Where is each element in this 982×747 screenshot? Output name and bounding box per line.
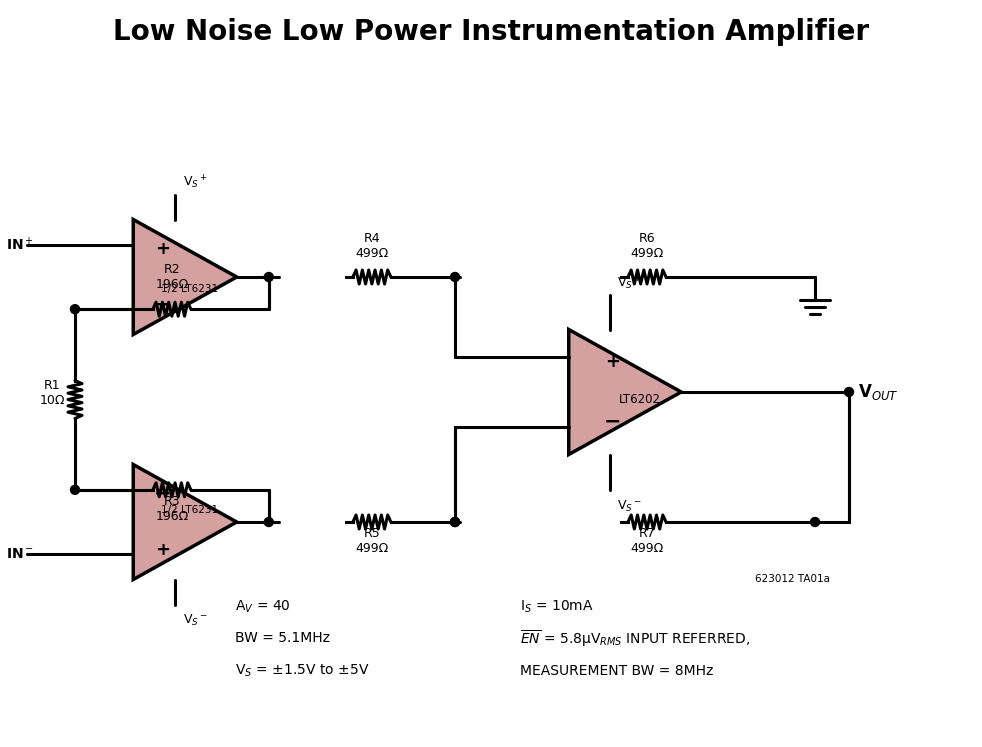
Text: R4
499Ω: R4 499Ω (355, 232, 389, 260)
Text: −: − (154, 484, 172, 504)
Text: 1/2 LT6231: 1/2 LT6231 (161, 505, 219, 515)
Circle shape (451, 273, 460, 282)
Text: V$_S$$^+$: V$_S$$^+$ (617, 275, 642, 293)
Text: V$_S$ = ±1.5V to ±5V: V$_S$ = ±1.5V to ±5V (235, 663, 369, 680)
Text: V$_{OUT}$: V$_{OUT}$ (858, 382, 899, 402)
Text: 623012 TA01a: 623012 TA01a (755, 574, 830, 584)
Text: −: − (154, 295, 172, 315)
Text: −: − (604, 412, 622, 432)
Text: 1/2 LT6231: 1/2 LT6231 (161, 284, 219, 294)
Text: R7
499Ω: R7 499Ω (630, 527, 664, 555)
Text: +: + (155, 541, 171, 559)
Circle shape (264, 273, 273, 282)
Circle shape (71, 305, 80, 314)
Text: MEASUREMENT BW = 8MHz: MEASUREMENT BW = 8MHz (520, 664, 713, 678)
Text: IN$^-$: IN$^-$ (6, 548, 34, 561)
Text: R1
10Ω: R1 10Ω (39, 379, 65, 408)
Polygon shape (569, 329, 682, 454)
Text: R3
196Ω: R3 196Ω (155, 495, 189, 523)
Circle shape (451, 518, 460, 527)
Text: A$_V$ = 40: A$_V$ = 40 (235, 599, 291, 616)
Text: LT6202: LT6202 (619, 394, 661, 406)
Text: I$_S$ = 10mA: I$_S$ = 10mA (520, 599, 594, 616)
Text: BW = 5.1MHz: BW = 5.1MHz (235, 631, 330, 645)
Text: +: + (606, 353, 621, 371)
Circle shape (264, 518, 273, 527)
Text: V$_S$$^-$: V$_S$$^-$ (183, 613, 208, 627)
Polygon shape (134, 220, 237, 335)
Circle shape (451, 518, 460, 527)
Polygon shape (134, 465, 237, 580)
Circle shape (810, 518, 820, 527)
Text: V$_S$$^-$: V$_S$$^-$ (617, 500, 642, 515)
Text: IN$^+$: IN$^+$ (6, 236, 34, 253)
Text: R6
499Ω: R6 499Ω (630, 232, 664, 260)
Text: Low Noise Low Power Instrumentation Amplifier: Low Noise Low Power Instrumentation Ampl… (113, 18, 869, 46)
Text: $\overline{EN}$ = 5.8μV$_{RMS}$ INPUT REFERRED,: $\overline{EN}$ = 5.8μV$_{RMS}$ INPUT RE… (520, 629, 750, 649)
Text: +: + (155, 240, 171, 258)
Circle shape (845, 388, 853, 397)
Text: R5
499Ω: R5 499Ω (355, 527, 389, 555)
Text: V$_S$$^+$: V$_S$$^+$ (183, 174, 208, 191)
Text: R2
196Ω: R2 196Ω (155, 263, 189, 291)
Circle shape (71, 486, 80, 495)
